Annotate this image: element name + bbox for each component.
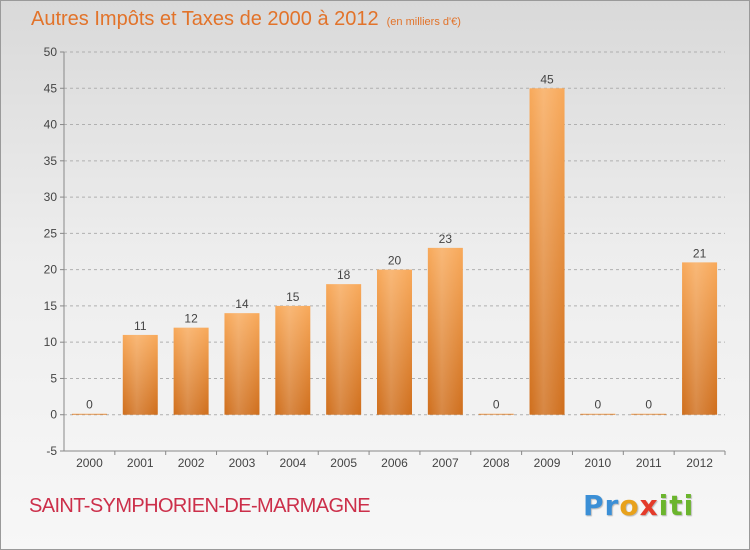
- data-label: 21: [693, 246, 707, 260]
- bar-shine: [682, 262, 718, 415]
- data-label: 11: [134, 319, 147, 333]
- y-tick-label: 45: [44, 81, 58, 95]
- data-label: 20: [388, 254, 402, 268]
- bar-2012: [682, 262, 718, 415]
- data-label: 14: [235, 297, 249, 311]
- y-tick-label: 15: [44, 299, 58, 313]
- x-tick-label: 2002: [178, 456, 205, 470]
- logo-part-1: Pr: [583, 489, 620, 522]
- x-tick-label: 2000: [76, 456, 103, 470]
- bar-2002: [173, 327, 209, 415]
- bar-shine: [71, 413, 107, 415]
- data-label: 12: [184, 312, 198, 326]
- bar-shine: [529, 88, 565, 415]
- bar-2000: [71, 413, 107, 415]
- bar-shine: [275, 305, 311, 415]
- y-tick-label: 30: [44, 190, 58, 204]
- commune-name: SAINT-SYMPHORIEN-DE-MARMAGNE: [29, 495, 371, 517]
- axes: [60, 51, 726, 455]
- bar-shine: [173, 327, 209, 415]
- y-tick-label: 35: [44, 154, 58, 168]
- labels: -505101520253035404550020001120011220021…: [44, 45, 714, 470]
- bar-2004: [275, 305, 311, 415]
- bar-shine: [631, 413, 667, 415]
- bar-2003: [224, 313, 260, 415]
- x-tick-label: 2003: [229, 456, 256, 470]
- bar-shine: [580, 413, 616, 415]
- bar-2010: [580, 413, 616, 415]
- x-tick-label: 2008: [483, 456, 510, 470]
- y-tick-label: 10: [44, 335, 58, 349]
- bars: [71, 88, 718, 415]
- data-label: 18: [337, 268, 351, 282]
- bar-2008: [478, 413, 514, 415]
- y-tick-label: 25: [44, 226, 58, 240]
- data-label: 23: [439, 232, 453, 246]
- chart-title-main: Autres Impôts et Taxes de 2000 à 2012: [31, 8, 379, 30]
- bar-2001: [122, 334, 158, 415]
- bar-shine: [326, 284, 362, 415]
- data-label: 45: [540, 72, 554, 86]
- bar-2006: [377, 269, 412, 415]
- logo-part-3: x: [639, 489, 659, 522]
- data-label: 0: [595, 398, 602, 412]
- data-label: 15: [286, 290, 300, 304]
- bar-2009: [529, 88, 565, 415]
- y-tick-label: 20: [44, 263, 58, 277]
- chart-title: Autres Impôts et Taxes de 2000 à 2012 (en…: [31, 8, 461, 31]
- x-tick-label: 2004: [279, 456, 306, 470]
- x-tick-label: 2006: [381, 456, 408, 470]
- x-tick-label: 2010: [585, 456, 612, 470]
- bar-shine: [478, 413, 514, 415]
- y-tick-label: 5: [50, 371, 57, 385]
- y-tick-label: -5: [46, 444, 57, 458]
- data-label: 0: [493, 398, 500, 412]
- bar-2005: [326, 284, 362, 415]
- bar-shine: [427, 247, 463, 415]
- y-tick-label: 0: [50, 408, 57, 422]
- proxiti-logo: Proxiti: [583, 489, 694, 522]
- x-tick-label: 2009: [534, 456, 561, 470]
- logo-part-2: o: [619, 489, 640, 522]
- x-tick-label: 2012: [686, 456, 713, 470]
- y-tick-label: 40: [44, 118, 58, 132]
- logo-part-4: iti: [658, 489, 695, 522]
- x-tick-label: 2001: [127, 456, 154, 470]
- bar-shine: [377, 269, 412, 415]
- data-label: 0: [645, 398, 652, 412]
- bar-2011: [631, 413, 667, 415]
- x-tick-label: 2007: [432, 456, 459, 470]
- chart-title-unit: (en milliers d'€): [386, 16, 461, 28]
- data-label: 0: [86, 398, 93, 412]
- y-tick-label: 50: [44, 45, 58, 59]
- x-tick-label: 2011: [636, 456, 662, 470]
- x-tick-label: 2005: [330, 456, 357, 470]
- bar-2007: [427, 247, 463, 415]
- bar-shine: [224, 313, 260, 415]
- bar-shine: [122, 334, 158, 415]
